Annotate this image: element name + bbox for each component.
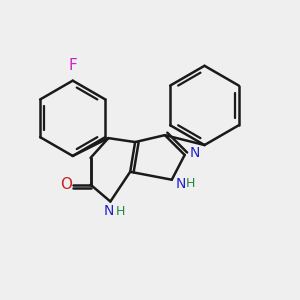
- Text: N: N: [176, 177, 186, 191]
- Text: N: N: [103, 204, 114, 218]
- Text: N: N: [189, 146, 200, 160]
- Text: H: H: [186, 177, 195, 190]
- Text: H: H: [116, 205, 125, 218]
- Text: O: O: [60, 177, 72, 192]
- Text: F: F: [68, 58, 77, 73]
